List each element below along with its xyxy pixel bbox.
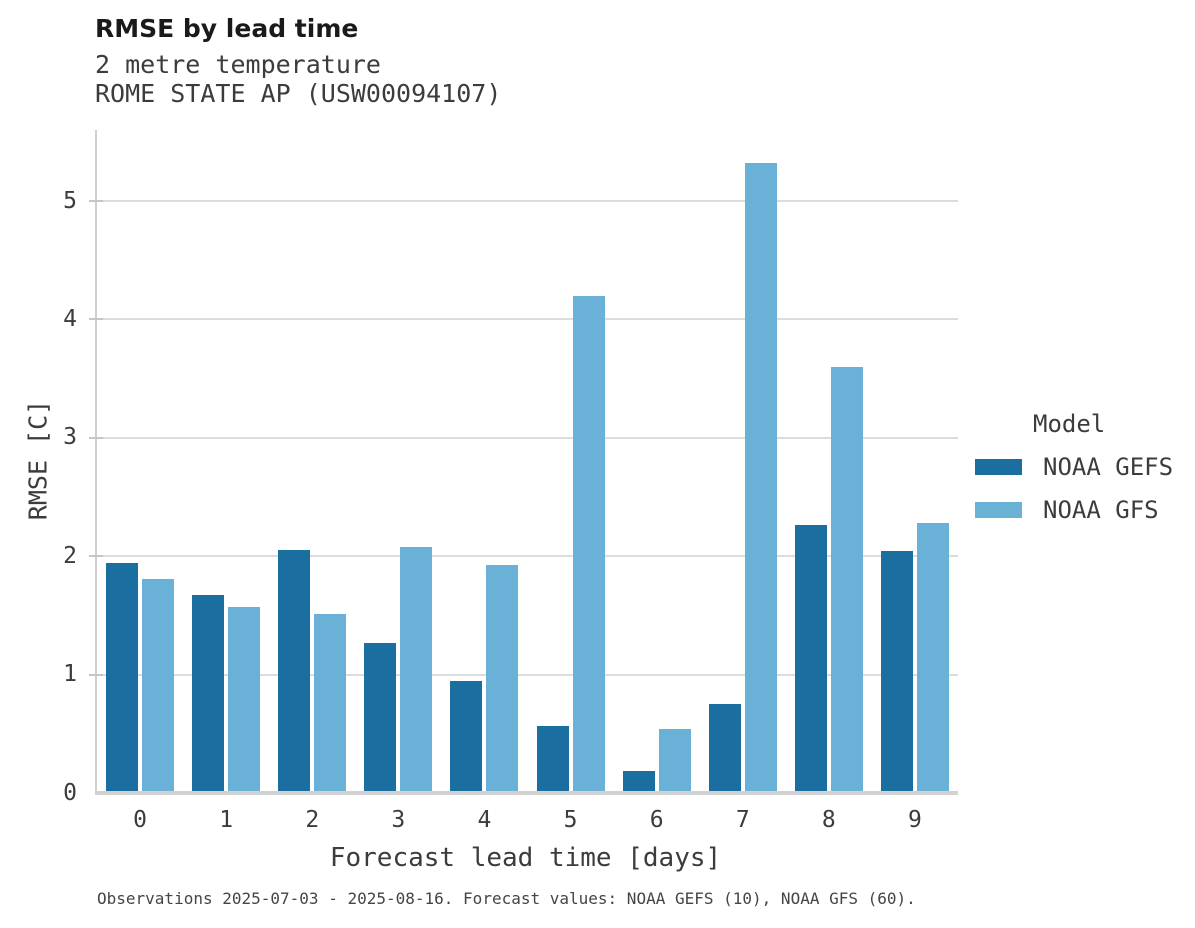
legend-swatch-noaa-gfs xyxy=(975,502,1022,518)
y-tick-label-3: 3 xyxy=(63,424,77,451)
bar-noaa-gfs-lead-0 xyxy=(142,578,175,793)
x-tick-label-0: 0 xyxy=(133,807,147,833)
x-tick-label-5: 5 xyxy=(563,807,578,833)
y-tick-mark-5 xyxy=(89,200,103,203)
gridline-y-5 xyxy=(97,200,958,203)
y-tick-mark-2 xyxy=(89,555,103,558)
bar-noaa-gfs-lead-4 xyxy=(486,564,519,793)
bar-noaa-gfs-lead-2 xyxy=(314,614,347,793)
bar-noaa-gfs-lead-6 xyxy=(658,729,691,793)
chart-subtitle: 2 metre temperature xyxy=(95,50,381,79)
bar-noaa-gfs-lead-8 xyxy=(830,366,863,793)
y-tick-label-1: 1 xyxy=(63,661,77,688)
bar-noaa-gfs-lead-3 xyxy=(400,546,433,793)
x-tick-label-8: 8 xyxy=(821,807,836,833)
bar-noaa-gefs-lead-6 xyxy=(622,770,655,793)
legend: Model NOAA GEFS NOAA GFS xyxy=(975,410,1173,524)
bar-noaa-gfs-lead-5 xyxy=(572,295,605,793)
x-axis-label: Forecast lead time [days] xyxy=(329,843,722,873)
bar-noaa-gefs-lead-5 xyxy=(536,725,569,793)
y-tick-mark-1 xyxy=(89,673,103,676)
x-tick-label-7: 7 xyxy=(735,807,750,833)
y-axis-label: RMSE [C] xyxy=(23,399,53,521)
bar-noaa-gfs-lead-7 xyxy=(744,163,777,793)
gridline-y-2 xyxy=(97,555,958,558)
chart-station-label: ROME STATE AP (USW00094107) xyxy=(95,79,502,108)
plot-area: 0 1 2 3 4 5 0 1 2 3 4 5 6 7 8 9 xyxy=(63,130,958,833)
gridline-y-3 xyxy=(97,436,958,439)
bar-noaa-gefs-lead-0 xyxy=(106,563,139,793)
legend-label-noaa-gfs: NOAA GFS xyxy=(1043,496,1159,524)
legend-item-noaa-gefs: NOAA GEFS xyxy=(975,453,1173,481)
y-tick-mark-4 xyxy=(89,318,103,321)
chart-title: RMSE by lead time xyxy=(95,14,359,43)
y-tick-label-4: 4 xyxy=(63,305,77,332)
bar-noaa-gefs-lead-8 xyxy=(794,525,827,793)
x-axis-line xyxy=(95,791,958,795)
y-tick-label-0: 0 xyxy=(63,779,77,806)
x-tick-label-2: 2 xyxy=(305,807,320,833)
x-tick-label-4: 4 xyxy=(477,807,492,833)
gridline-y-1 xyxy=(97,673,958,676)
bar-noaa-gefs-lead-3 xyxy=(364,642,397,793)
footer-note: Observations 2025-07-03 - 2025-08-16. Fo… xyxy=(97,889,916,908)
x-tick-label-9: 9 xyxy=(908,807,922,833)
legend-item-noaa-gfs: NOAA GFS xyxy=(975,496,1173,524)
bar-noaa-gefs-lead-7 xyxy=(708,704,741,793)
bar-noaa-gfs-lead-9 xyxy=(916,523,949,793)
bar-noaa-gfs-lead-1 xyxy=(228,607,261,793)
bar-noaa-gefs-lead-4 xyxy=(450,680,483,793)
gridline-y-4 xyxy=(97,318,958,321)
bar-noaa-gefs-lead-1 xyxy=(192,595,225,793)
legend-swatch-noaa-gefs xyxy=(975,459,1022,475)
y-tick-mark-3 xyxy=(89,436,103,439)
x-tick-label-3: 3 xyxy=(391,807,406,833)
y-tick-label-5: 5 xyxy=(63,187,77,214)
legend-label-noaa-gefs: NOAA GEFS xyxy=(1043,453,1174,481)
y-tick-label-2: 2 xyxy=(63,542,77,569)
bar-noaa-gefs-lead-9 xyxy=(880,551,913,793)
x-tick-label-6: 6 xyxy=(649,807,664,833)
legend-title: Model xyxy=(1033,410,1106,438)
x-tick-label-1: 1 xyxy=(219,807,234,833)
bar-noaa-gefs-lead-2 xyxy=(278,550,311,793)
